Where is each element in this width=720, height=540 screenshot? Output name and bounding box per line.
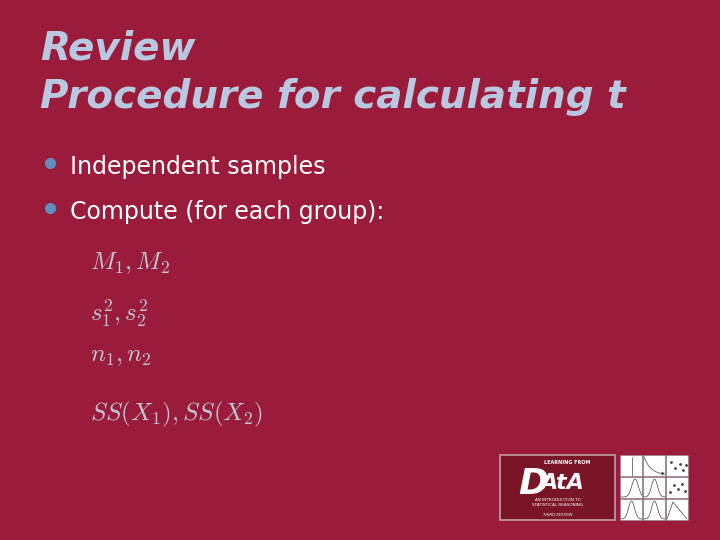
Text: THIRD EDITION: THIRD EDITION [543, 513, 572, 517]
Bar [620, 477, 642, 498]
Bar [620, 455, 642, 476]
Text: $M_1, M_2$: $M_1, M_2$ [90, 250, 170, 275]
Text: AN INTRODUCTION TO
STATISTICAL REASONING: AN INTRODUCTION TO STATISTICAL REASONING [532, 498, 583, 507]
Text: $n_1, n_2$: $n_1, n_2$ [90, 345, 151, 368]
Text: Independent samples: Independent samples [70, 155, 325, 179]
Bar [666, 455, 688, 476]
Text: $SS(X_1), SS(X_2)$: $SS(X_1), SS(X_2)$ [90, 400, 263, 429]
Text: AtA: AtA [540, 473, 584, 493]
Text: Compute (for each group):: Compute (for each group): [70, 200, 384, 224]
Text: Review: Review [40, 30, 195, 68]
Text: $s_1^2, s_2^2$: $s_1^2, s_2^2$ [90, 298, 148, 330]
Bar [666, 477, 688, 498]
Bar [643, 477, 665, 498]
Text: D: D [518, 467, 548, 501]
Bar [620, 499, 642, 520]
Text: Procedure for calculating t: Procedure for calculating t [40, 78, 626, 116]
Bar [643, 455, 665, 476]
Text: LEARNING FROM: LEARNING FROM [544, 460, 590, 465]
Bar [643, 499, 665, 520]
Bar [666, 499, 688, 520]
Bar [500, 455, 615, 520]
